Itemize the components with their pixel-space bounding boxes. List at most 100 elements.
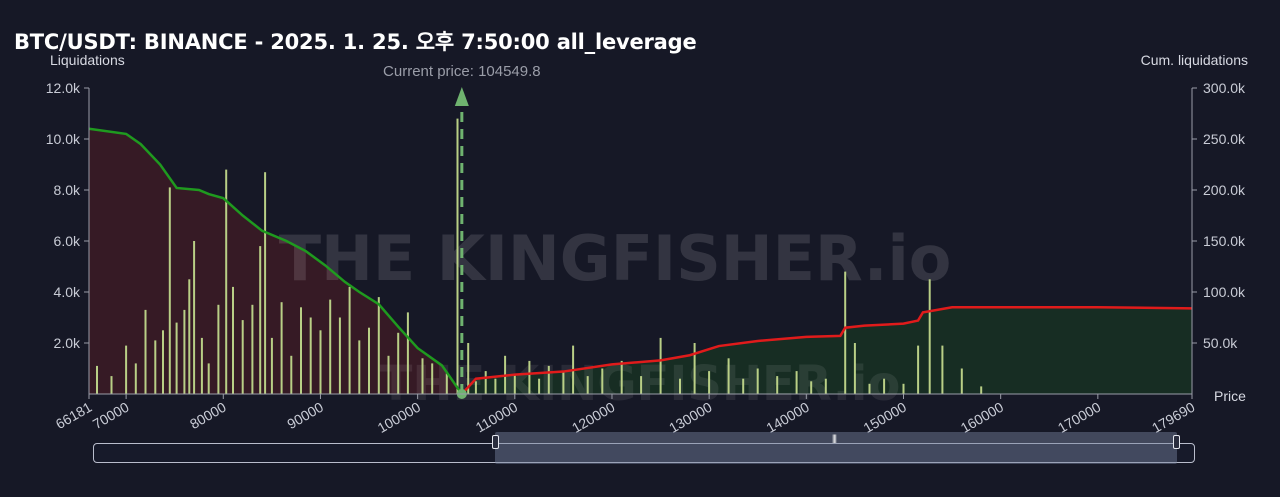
x-tick-label: 90000 — [284, 399, 326, 432]
liquidation-bar — [693, 343, 696, 394]
y-tick-label: 12.0k — [46, 80, 81, 96]
y-tick-label: 8.0k — [54, 182, 81, 198]
liquidation-bar — [640, 376, 643, 394]
liquidation-bar — [251, 304, 254, 395]
liquidation-bar — [547, 365, 550, 394]
liquidation-chart: THE KINGFISHER.io THE KINGFISHER.io Curren… — [46, 63, 1246, 436]
y2-tick-label: 150.0k — [1203, 233, 1246, 249]
liquidation-bar — [358, 340, 361, 394]
liquidation-bar — [270, 337, 273, 394]
liquidation-bar — [200, 337, 203, 394]
liquidation-bar — [513, 373, 516, 394]
liquidation-bar — [183, 309, 186, 394]
liquidation-bar — [406, 312, 409, 394]
y2-tick-label: 250.0k — [1203, 131, 1246, 147]
y2-tick-label: 50.0k — [1203, 335, 1238, 351]
liquidation-bar — [868, 383, 871, 394]
cum-line-below-price — [88, 127, 463, 395]
liquidation-bar — [280, 302, 283, 394]
liquidation-bar — [207, 363, 210, 394]
liquidation-bar — [134, 363, 137, 394]
liquidation-bar — [810, 381, 813, 395]
liquidation-bar — [387, 355, 390, 395]
liquidation-bar — [96, 365, 98, 394]
liquidation-bar — [562, 371, 565, 394]
current-price-label: Current price: 104549.8 — [383, 63, 541, 80]
x-tick-label: 179690 — [1149, 399, 1198, 436]
liquidation-bar — [620, 360, 623, 394]
y-tick-label: 2.0k — [54, 335, 81, 351]
liquidation-bar — [756, 368, 759, 394]
liquidation-bar — [601, 368, 604, 394]
liquidation-bar — [368, 327, 370, 394]
liquidation-bar — [456, 118, 459, 394]
range-window[interactable]: ||| — [492, 432, 1180, 464]
liquidation-bar — [300, 307, 302, 394]
liquidation-bar — [586, 376, 589, 394]
liquidation-bar — [902, 383, 905, 394]
liquidation-bar — [883, 378, 886, 394]
liquidation-bar — [125, 345, 128, 394]
y2-axis-title: Cum. liquidations — [1140, 52, 1248, 68]
range-handle-right[interactable] — [1173, 435, 1180, 449]
liquidation-bar — [776, 376, 779, 394]
y2-tick-label: 100.0k — [1203, 284, 1246, 300]
range-handle-left[interactable] — [492, 435, 499, 449]
liquidation-bar — [742, 378, 745, 394]
liquidation-bar — [474, 381, 477, 395]
liquidation-bar — [795, 371, 798, 394]
watermark-text: THE KINGFISHER.io — [279, 222, 952, 295]
liquidation-bar — [377, 297, 380, 394]
liquidation-bar — [941, 345, 944, 394]
liquidation-bar — [232, 286, 234, 394]
liquidation-bar — [110, 376, 113, 394]
y-axis-title: Liquidations — [50, 52, 125, 68]
chart-title: BTC/USDT: BINANCE - 2025. 1. 25. 오후 7:50… — [14, 30, 697, 54]
range-grip-icon[interactable]: ||| — [832, 433, 837, 443]
y-tick-label: 4.0k — [54, 284, 81, 300]
liquidation-bar — [727, 358, 730, 394]
cum-fill-above-price — [461, 307, 1193, 394]
liquidation-bar — [917, 345, 920, 394]
liquidation-bar — [397, 332, 400, 394]
liquidation-bar — [421, 358, 424, 394]
liquidation-bar — [980, 386, 983, 394]
liquidation-bar — [319, 330, 322, 395]
liquidation-bar — [348, 286, 351, 394]
liquidation-bar — [225, 169, 228, 394]
liquidation-bar — [445, 373, 448, 394]
y-tick-label: 6.0k — [54, 233, 81, 249]
x-tick-label: 70000 — [90, 399, 132, 432]
liquidation-bar — [154, 340, 157, 394]
liquidation-bar — [538, 378, 541, 394]
x-tick-label: 160000 — [958, 399, 1007, 436]
liquidation-bar — [824, 378, 827, 394]
range-scrollbar[interactable]: ||| — [93, 432, 1195, 464]
liquidation-bar — [188, 279, 191, 395]
liquidation-bar — [144, 309, 147, 394]
x-tick-label: 66181 — [53, 399, 95, 432]
liquidation-bar — [241, 320, 244, 394]
liquidation-bar — [928, 279, 931, 395]
liquidation-bar — [659, 337, 662, 394]
liquidation-bar — [162, 330, 164, 395]
liquidation-bar — [168, 187, 171, 394]
cum-line-above-price — [460, 306, 1193, 395]
liquidation-bar — [708, 371, 711, 394]
liquidation-bar — [329, 299, 332, 394]
x-axis-title: Price — [1214, 388, 1246, 404]
y2-tick-label: 300.0k — [1203, 80, 1246, 96]
current-price-arrow-icon — [454, 87, 469, 106]
liquidation-bar — [679, 378, 681, 394]
liquidation-bar — [175, 322, 178, 394]
liquidation-bar — [217, 304, 220, 395]
liquidation-bar — [844, 271, 847, 394]
liquidation-bar — [338, 317, 341, 394]
x-tick-label: 170000 — [1055, 399, 1104, 436]
liquidation-bar — [960, 368, 963, 394]
y-tick-label: 10.0k — [46, 131, 81, 147]
liquidation-bar — [259, 246, 262, 394]
x-tick-label: 80000 — [187, 399, 229, 432]
liquidation-bar — [467, 343, 470, 394]
watermark-text-2: THE KINGFISHER.io — [380, 356, 901, 412]
